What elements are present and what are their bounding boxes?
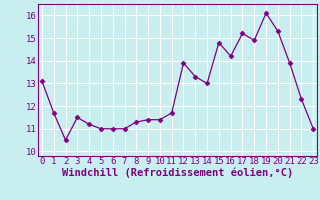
X-axis label: Windchill (Refroidissement éolien,°C): Windchill (Refroidissement éolien,°C) [62,168,293,178]
